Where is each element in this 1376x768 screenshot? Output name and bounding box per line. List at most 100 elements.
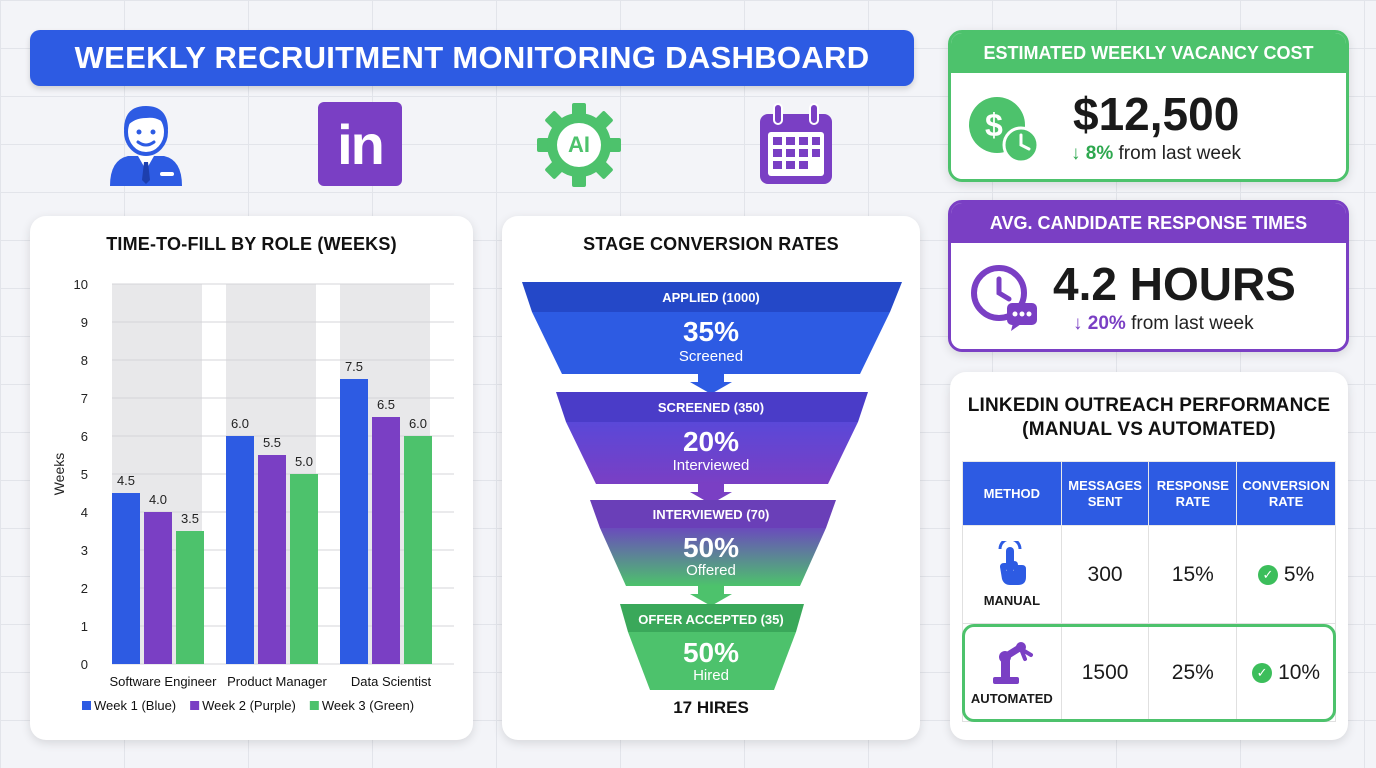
bar-data-label: 6.0: [231, 416, 249, 431]
ai-gear-icon: AI: [536, 102, 622, 188]
response-times-value: 4.2 HOURS: [1053, 258, 1296, 310]
messages-cell: 300: [1060, 525, 1150, 624]
y-tick-label: 6: [81, 429, 88, 444]
funnel-stage-sub: Hired: [693, 667, 729, 684]
funnel-title: STAGE CONVERSION RATES: [583, 234, 839, 254]
funnel-stage-label: SCREENED (350): [657, 400, 765, 415]
y-tick-label: 9: [81, 315, 88, 330]
bar-data-label: 4.5: [117, 473, 135, 488]
y-tick-label: 1: [81, 619, 88, 634]
funnel-graphic: [522, 282, 902, 690]
down-arrow-icon: ↓: [1073, 313, 1083, 334]
legend-swatch: [190, 701, 200, 710]
bar-data-label: 5.5: [263, 435, 281, 450]
y-tick-label: 7: [81, 391, 88, 406]
y-tick-label: 10: [74, 277, 88, 292]
response-times-title: AVG. CANDIDATE RESPONSE TIMES: [951, 203, 1346, 243]
check-icon: ✓: [1257, 564, 1278, 585]
x-tick-label: Software Engineer: [110, 674, 218, 689]
funnel-card: STAGE CONVERSION RATES APPLIED (1000) 35…: [502, 216, 920, 740]
funnel-stage-pct: 50%: [682, 637, 740, 668]
robot-arm-icon: [989, 639, 1035, 685]
y-axis-label: Weeks: [51, 453, 67, 496]
funnel-connector-arrow: [690, 484, 732, 504]
response-cell: 15%: [1148, 525, 1238, 624]
x-tick-label: Data Scientist: [351, 674, 432, 689]
conversion-cell: ✓ 5%: [1236, 525, 1336, 624]
column-header-method: METHOD: [962, 461, 1062, 526]
hand-tap-icon: [992, 537, 1032, 587]
linkedin-outreach-card: LINKEDIN OUTREACH PERFORMANCE (MANUAL VS…: [950, 372, 1348, 740]
funnel-stage-label: INTERVIEWED (70): [652, 507, 770, 522]
funnel-stage-sub: Interviewed: [672, 457, 750, 474]
check-icon: ✓: [1252, 662, 1273, 683]
automated-row-highlight: [962, 624, 1336, 722]
x-tick-label: Product Manager: [227, 674, 327, 689]
clock-chat-icon: [969, 261, 1041, 333]
time-to-fill-title: TIME-TO-FILL BY ROLE (WEEKS): [106, 234, 397, 254]
bar-data-label: 5.0: [295, 454, 313, 469]
bar: [144, 512, 172, 664]
bar: [258, 455, 286, 664]
funnel-stage-pct: 35%: [682, 316, 740, 347]
column-header-messages: MESSAGES SENT: [1060, 461, 1150, 526]
recruiter-avatar-icon: [104, 100, 188, 188]
funnel-stage-2: [556, 392, 868, 422]
bar: [340, 379, 368, 664]
dashboard-title: WEEKLY RECRUITMENT MONITORING DASHBOARD: [30, 30, 914, 86]
vacancy-cost-card: ESTIMATED WEEKLY VACANCY COST $ $12,500 …: [948, 30, 1349, 182]
bar: [404, 436, 432, 664]
bar-data-label: 3.5: [181, 511, 199, 526]
column-header-response: RESPONSE RATE: [1148, 461, 1238, 526]
y-tick-label: 4: [81, 505, 88, 520]
funnel-stage-pct: 50%: [682, 532, 740, 563]
bar-data-label: 4.0: [149, 492, 167, 507]
bar-data-label: 6.0: [409, 416, 427, 431]
response-times-change: ↓ 20% from last week: [1073, 313, 1254, 334]
bar-data-label: 7.5: [345, 359, 363, 374]
calendar-icon: [756, 102, 836, 186]
vacancy-cost-title: ESTIMATED WEEKLY VACANCY COST: [951, 33, 1346, 73]
funnel-stage-label: OFFER ACCEPTED (35): [638, 612, 784, 627]
funnel-stage-3: [590, 500, 836, 528]
time-to-fill-chart: 0 1 2 3 4 5 6 7 8 9 10 Weeks 4.5 4.0 3.5 Software Engin…: [51, 277, 454, 713]
funnel-result: 17 HIRES: [673, 698, 749, 717]
legend-label: Week 2 (Purple): [202, 698, 296, 713]
funnel-stage-label: APPLIED (1000): [662, 290, 760, 305]
y-tick-label: 3: [81, 543, 88, 558]
table-row: MANUAL 300 15% ✓ 5%: [962, 525, 1336, 624]
bar: [112, 493, 140, 664]
funnel-stage-pct: 20%: [682, 426, 740, 457]
linkedin-table: METHOD MESSAGES SENT RESPONSE RATE CONVE…: [962, 461, 1336, 722]
funnel-stage-1: [522, 282, 902, 312]
funnel-connector-arrow: [690, 586, 732, 606]
y-tick-label: 2: [81, 581, 88, 596]
vacancy-cost-value: $12,500: [1073, 88, 1240, 140]
funnel-stage-sub: Screened: [678, 348, 744, 365]
legend-label: Week 1 (Blue): [94, 698, 176, 713]
funnel-stage-sub: Offered: [686, 562, 736, 579]
legend-swatch: [309, 701, 319, 710]
legend-swatch: [82, 701, 91, 710]
linkedin-icon: in: [318, 102, 402, 186]
time-to-fill-card: TIME-TO-FILL BY ROLE (WEEKS) 0 1 2 3 4 5 6 7 8 9 1…: [30, 216, 473, 740]
y-tick-label: 0: [81, 657, 88, 672]
funnel-connector-arrow: [690, 374, 732, 394]
messages-cell: 1500: [1060, 623, 1150, 722]
method-cell: MANUAL: [962, 525, 1062, 624]
legend-label: Week 3 (Green): [322, 698, 414, 713]
response-times-card: AVG. CANDIDATE RESPONSE TIMES 4.2 HOURS …: [948, 200, 1349, 352]
bar: [176, 531, 204, 664]
y-tick-label: 5: [81, 467, 88, 482]
y-tick-label: 8: [81, 353, 88, 368]
linkedin-outreach-title: LINKEDIN OUTREACH PERFORMANCE (MANUAL VS…: [967, 395, 1331, 440]
column-header-conversion: CONVERSION RATE: [1236, 461, 1336, 526]
funnel-stage-4: [620, 604, 804, 632]
bar: [290, 474, 318, 664]
money-clock-icon: $: [969, 95, 1041, 167]
bar: [372, 417, 400, 664]
bar: [226, 436, 254, 664]
down-arrow-icon: ↓: [1071, 143, 1081, 164]
vacancy-cost-change: ↓ 8% from last week: [1071, 143, 1242, 164]
bar-data-label: 6.5: [377, 397, 395, 412]
